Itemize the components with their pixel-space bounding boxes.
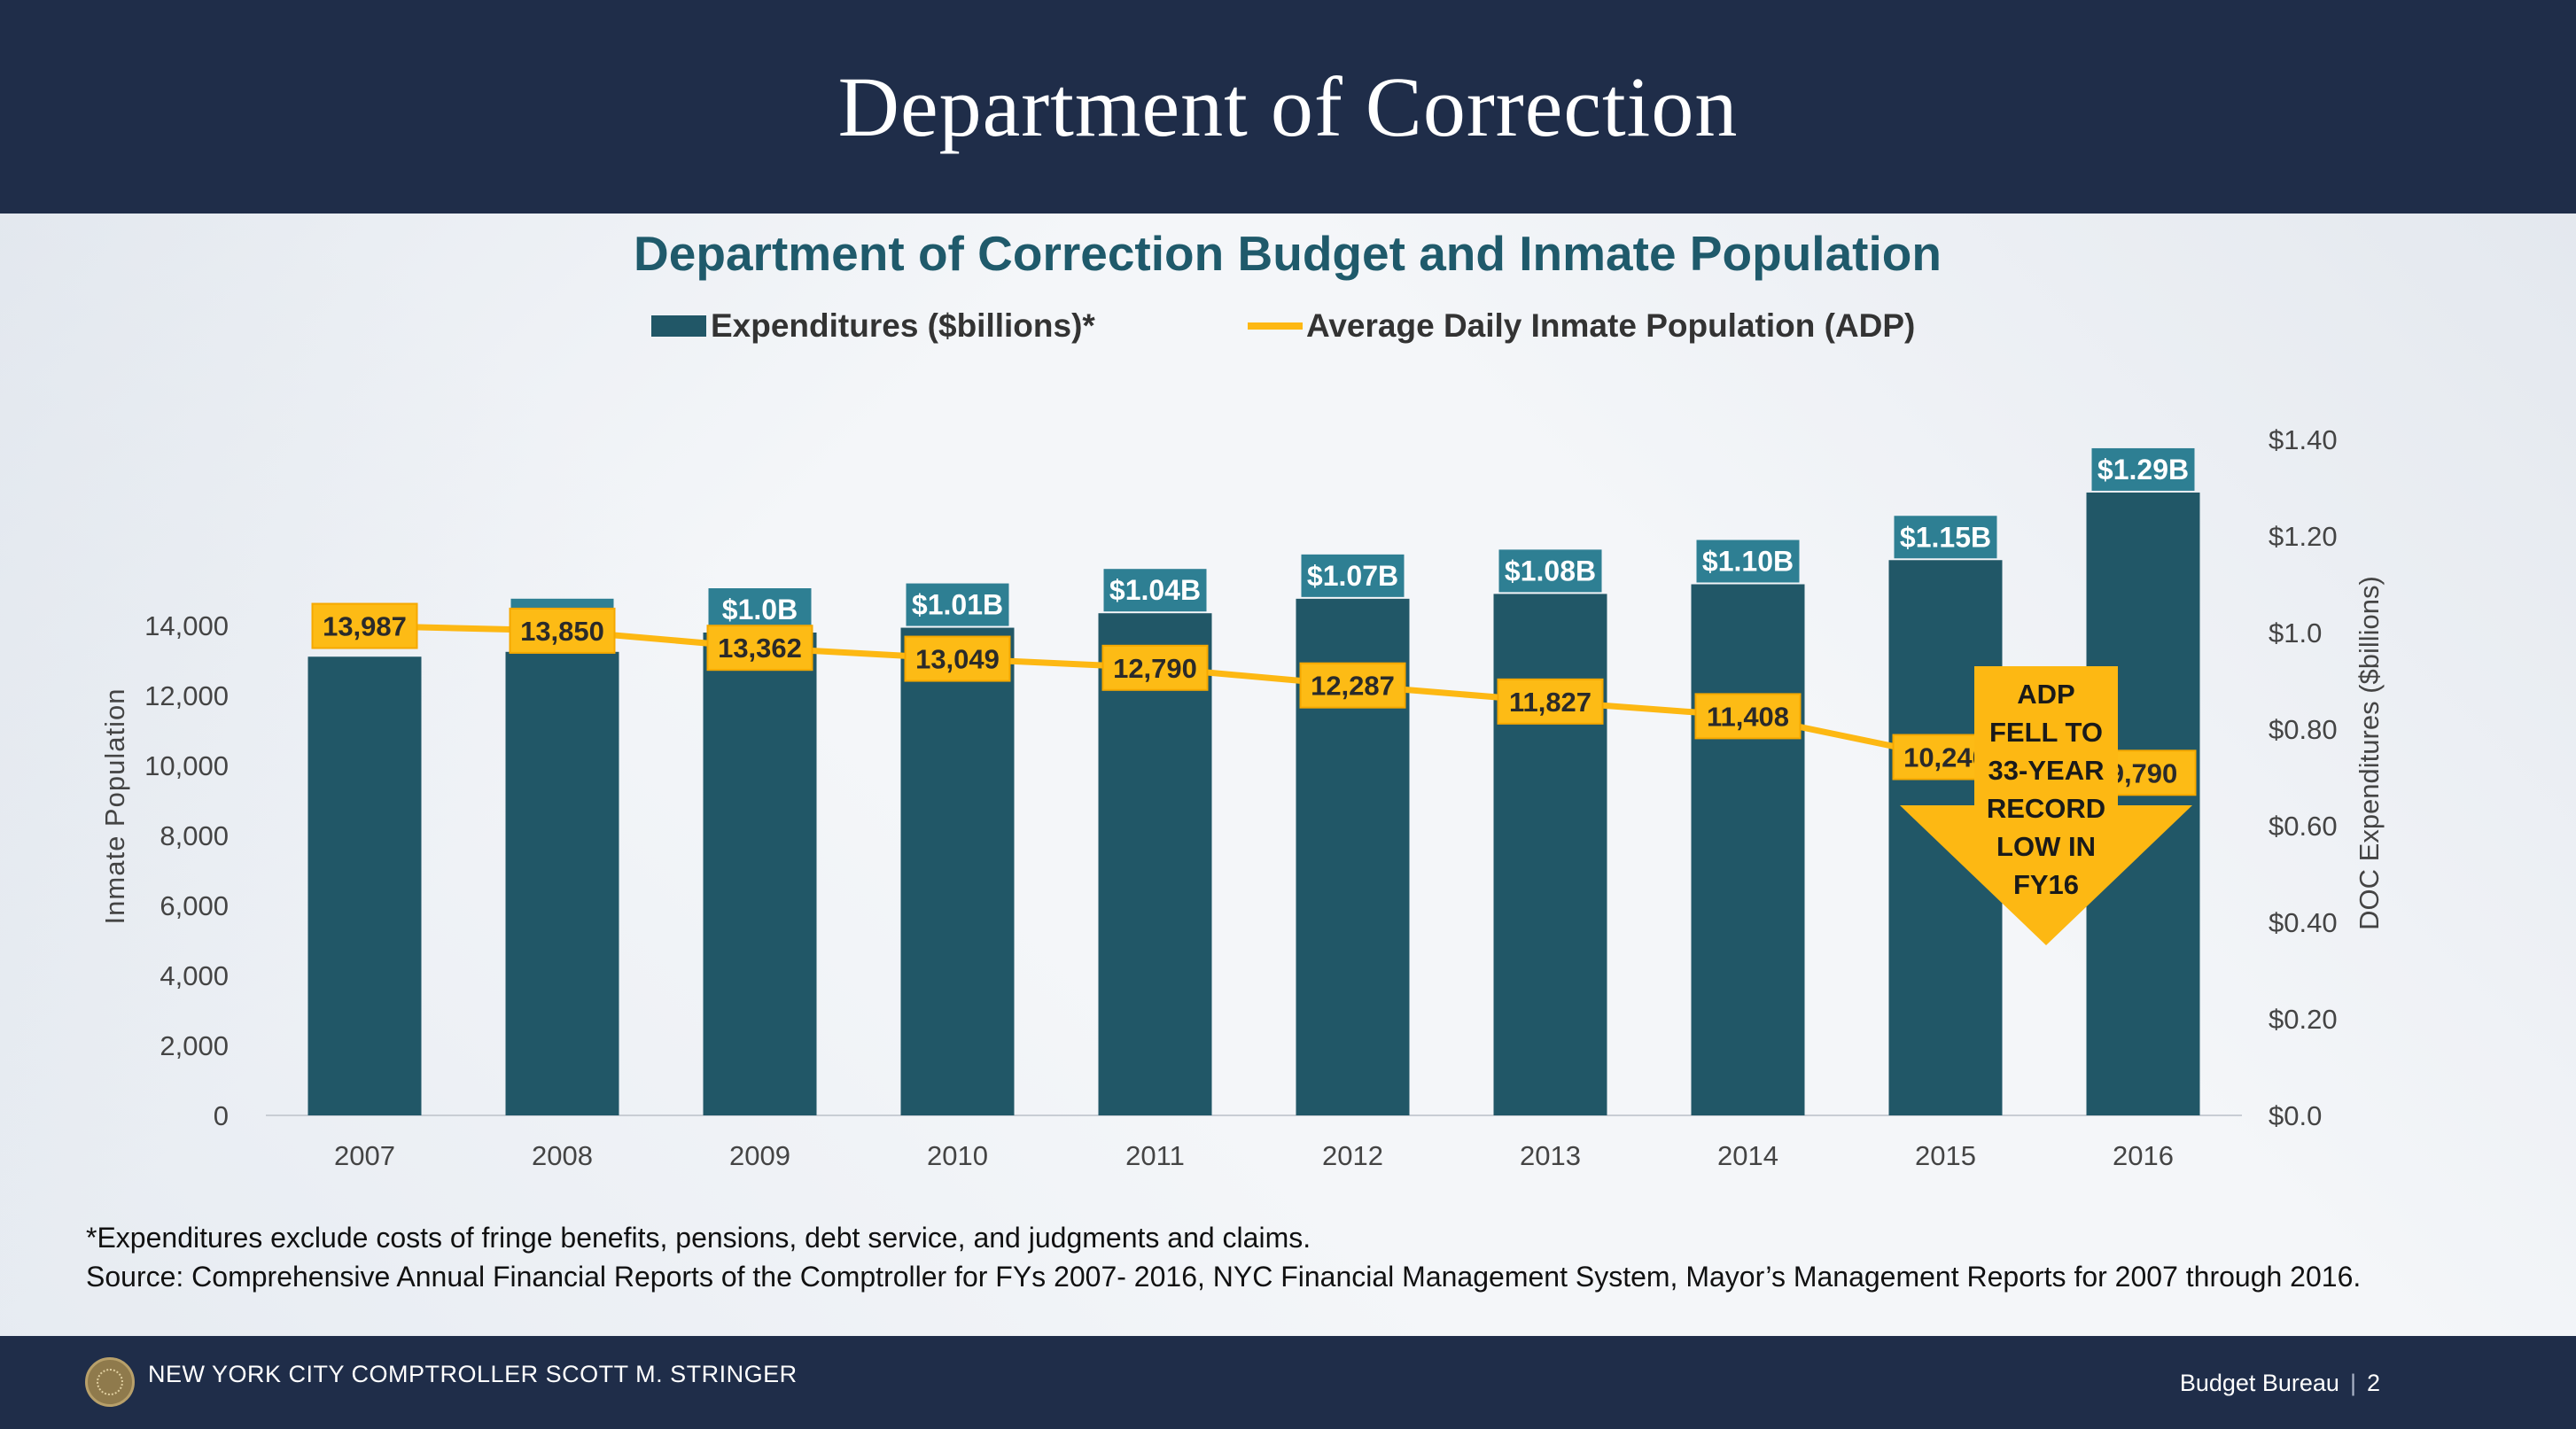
adp-value-label-bg xyxy=(311,602,418,649)
adp-value-label: 13,850 xyxy=(520,616,604,647)
right-axis-tick-label: $1.40 xyxy=(2269,424,2338,455)
adp-value-label-bg xyxy=(1299,662,1406,709)
right-axis-tick-label: $0.40 xyxy=(2269,907,2338,938)
page-number: 2 xyxy=(2366,1370,2380,1396)
bar-expenditure xyxy=(1493,594,1607,1115)
annotation-text-line: LOW IN xyxy=(1996,831,2096,862)
bar-expenditure xyxy=(1691,584,1805,1115)
annotation-text-line: FELL TO xyxy=(1989,717,2103,748)
right-axis-title: DOC Expenditures ($billions) xyxy=(2354,576,2385,930)
right-axis-tick-label: $0.20 xyxy=(2269,1004,2338,1035)
record-low-arrow-icon xyxy=(1900,666,2192,945)
bar-expenditure xyxy=(307,656,422,1115)
page-title: Department of Correction xyxy=(837,59,1739,154)
x-axis-tick-label: 2013 xyxy=(1520,1140,1581,1171)
annotation-text-line: FY16 xyxy=(2013,869,2079,900)
left-axis-tick-label: 6,000 xyxy=(160,890,229,921)
adp-value-label: 9,790 xyxy=(2109,757,2178,788)
bar-value-label-bg xyxy=(708,588,812,631)
adp-value-label-bg xyxy=(1694,693,1802,740)
adp-line xyxy=(364,623,2144,776)
x-axis-tick-label: 2014 xyxy=(1717,1140,1778,1171)
footer-separator: | xyxy=(2349,1370,2356,1396)
legend-label-adp: Average Daily Inmate Population (ADP) xyxy=(1306,307,1915,344)
combo-chart: Department of Correction Budget and Inma… xyxy=(99,226,2385,1171)
bar-expenditure xyxy=(1098,613,1212,1115)
right-axis-tick-label: $0.0 xyxy=(2269,1100,2322,1131)
bar-value-label-bg xyxy=(1696,540,1800,583)
footer-org-name: NEW YORK CITY COMPTROLLER SCOTT M. STRIN… xyxy=(148,1361,798,1387)
legend-swatch-expenditures xyxy=(651,315,706,337)
footer-page-info: Budget Bureau | 2 xyxy=(2180,1370,2380,1397)
comptroller-seal-icon xyxy=(85,1357,135,1407)
header-bar: Department of Correction xyxy=(0,0,2576,214)
right-axis-tick-label: $0.60 xyxy=(2269,811,2338,842)
adp-value-label-bg xyxy=(904,635,1011,682)
footnote-expenditures: *Expenditures exclude costs of fringe be… xyxy=(86,1222,1311,1254)
bar-value-label-bg xyxy=(906,583,1009,626)
adp-value-label: 12,287 xyxy=(1311,671,1395,702)
bar-value-label-bg xyxy=(1103,569,1207,612)
left-axis-tick-label: 0 xyxy=(214,1100,229,1131)
bar-expenditure xyxy=(900,627,1015,1115)
left-axis-tick-label: 14,000 xyxy=(144,610,229,641)
left-axis-tick-label: 8,000 xyxy=(160,820,229,851)
bar-value-label: $1.15B xyxy=(1900,521,1991,553)
bar-value-label: $1.04B xyxy=(1109,574,1201,606)
annotation-text-line: RECORD xyxy=(1987,793,2105,824)
bar-value-label-bg xyxy=(1301,554,1405,597)
x-axis-tick-label: 2015 xyxy=(1915,1140,1976,1171)
left-axis-tick-label: 10,000 xyxy=(144,750,229,781)
left-axis-tick-label: 12,000 xyxy=(144,680,229,711)
bar-expenditure xyxy=(505,651,619,1115)
bar-value-label: $1.01B xyxy=(912,589,1003,621)
right-axis-tick-label: $1.0 xyxy=(2269,617,2322,648)
adp-value-label: 13,362 xyxy=(718,633,802,664)
chart-title: Department of Correction Budget and Inma… xyxy=(634,226,1942,281)
left-axis-tick-label: 2,000 xyxy=(160,1030,229,1061)
bar-value-label: $1.29B xyxy=(2097,454,2189,485)
adp-value-label: 11,408 xyxy=(1707,701,1789,732)
legend-label-expenditures: Expenditures ($billions)* xyxy=(711,307,1095,344)
adp-value-label-bg xyxy=(1101,644,1209,691)
annotation-text-line: 33-YEAR xyxy=(1988,755,2105,786)
adp-value-label-bg xyxy=(706,625,813,672)
bar-value-label: $1.08B xyxy=(1505,555,1596,586)
bar-value-label-bg xyxy=(1894,516,1997,559)
adp-value-label: 11,827 xyxy=(1509,687,1592,718)
right-axis-tick-label: $0.80 xyxy=(2269,714,2338,745)
bar-value-label: $1.10B xyxy=(1702,546,1794,578)
adp-value-label: 10,240 xyxy=(1903,742,1988,773)
bar-value-label: $1.0B xyxy=(722,594,798,625)
adp-value-label: 12,790 xyxy=(1113,653,1197,684)
left-axis-tick-label: 4,000 xyxy=(160,960,229,991)
bar-value-label-bg xyxy=(1498,549,1602,593)
footnote: *Expenditures exclude costs of fringe be… xyxy=(86,1218,2361,1296)
adp-value-label: 13,049 xyxy=(915,644,1000,675)
footnote-source: Source: Comprehensive Annual Financial R… xyxy=(86,1261,2362,1293)
x-axis-tick-label: 2012 xyxy=(1322,1140,1383,1171)
x-axis-tick-label: 2016 xyxy=(2113,1140,2174,1171)
adp-value-label: 13,987 xyxy=(323,611,407,642)
adp-value-label-bg xyxy=(1497,678,1604,725)
x-axis-tick-label: 2008 xyxy=(532,1140,593,1171)
bar-value-label-bg xyxy=(2091,447,2195,491)
bar-value-label: $1.07B xyxy=(1307,560,1398,592)
adp-value-label-bg xyxy=(509,607,616,654)
annotation-text-line: ADP xyxy=(2017,679,2074,710)
x-axis-tick-label: 2011 xyxy=(1125,1140,1185,1171)
left-axis-title: Inmate Population xyxy=(99,688,130,925)
footer-bar: NEW YORK CITY COMPTROLLER SCOTT M. STRIN… xyxy=(0,1336,2576,1429)
footer-bureau: Budget Bureau xyxy=(2179,1370,2339,1396)
bar-expenditure xyxy=(703,633,817,1115)
x-axis-tick-label: 2010 xyxy=(927,1140,988,1171)
right-axis-tick-label: $1.20 xyxy=(2269,521,2338,552)
x-axis-tick-label: 2009 xyxy=(729,1140,790,1171)
x-axis-tick-label: 2007 xyxy=(334,1140,395,1171)
